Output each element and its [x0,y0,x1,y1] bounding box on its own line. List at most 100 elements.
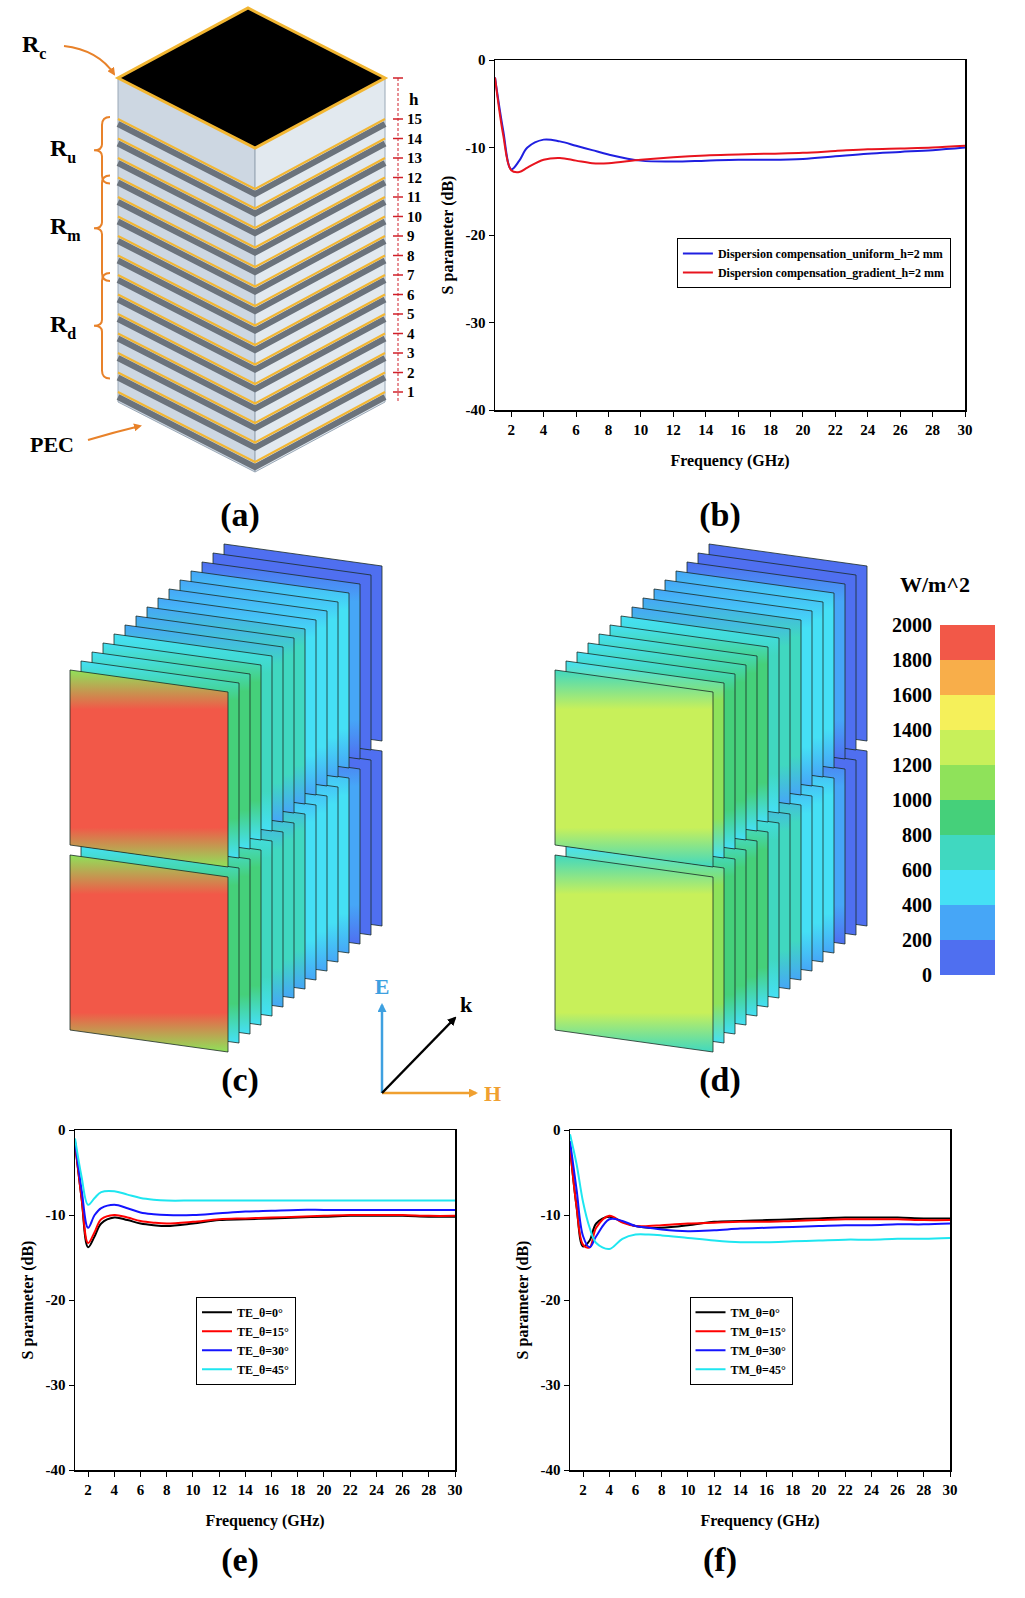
svg-text:28: 28 [925,422,940,438]
svg-text:-20: -20 [541,1292,561,1308]
svg-text:26: 26 [395,1482,411,1498]
svg-text:Rd: Rd [50,311,76,342]
svg-text:1400: 1400 [892,719,932,741]
svg-text:4: 4 [111,1482,119,1498]
svg-text:4: 4 [540,422,548,438]
svg-text:TE_θ=0°: TE_θ=0° [237,1306,283,1320]
svg-text:30: 30 [448,1482,463,1498]
svg-text:24: 24 [860,422,876,438]
svg-text:15: 15 [407,111,422,127]
svg-text:Dispersion compensation_gradie: Dispersion compensation_gradient_h=2 mm [718,266,944,280]
svg-text:5: 5 [407,306,415,322]
svg-text:Rm: Rm [50,213,81,244]
svg-text:Frequency (GHz): Frequency (GHz) [205,1512,324,1530]
svg-text:10: 10 [407,209,422,225]
svg-text:-30: -30 [466,315,486,331]
svg-text:-10: -10 [46,1207,66,1223]
svg-text:0: 0 [553,1122,561,1138]
svg-text:E: E [375,974,390,999]
svg-text:24: 24 [864,1482,880,1498]
svg-text:4: 4 [407,326,415,342]
svg-text:TE_θ=30°: TE_θ=30° [237,1344,289,1358]
svg-text:12: 12 [666,422,681,438]
svg-text:6: 6 [407,287,415,303]
svg-text:8: 8 [605,422,613,438]
svg-text:2: 2 [407,365,415,381]
svg-text:0: 0 [478,52,486,68]
svg-text:TM_θ=0°: TM_θ=0° [731,1306,780,1320]
svg-text:18: 18 [785,1482,800,1498]
svg-text:S parameter (dB): S parameter (dB) [439,176,457,295]
svg-text:22: 22 [343,1482,358,1498]
svg-text:14: 14 [698,422,714,438]
svg-text:-10: -10 [541,1207,561,1223]
svg-text:1600: 1600 [892,684,932,706]
svg-text:8: 8 [658,1482,666,1498]
svg-text:-30: -30 [46,1377,66,1393]
svg-text:0: 0 [922,964,932,986]
svg-text:-20: -20 [466,227,486,243]
svg-text:TM_θ=45°: TM_θ=45° [731,1363,786,1377]
svg-text:PEC: PEC [30,432,74,457]
svg-text:9: 9 [407,228,415,244]
svg-text:1000: 1000 [892,789,932,811]
svg-text:12: 12 [212,1482,227,1498]
svg-text:TM_θ=30°: TM_θ=30° [731,1344,786,1358]
svg-text:11: 11 [407,189,421,205]
svg-text:-10: -10 [466,140,486,156]
svg-text:W/m^2: W/m^2 [900,572,970,597]
svg-text:16: 16 [759,1482,775,1498]
svg-text:200: 200 [902,929,932,951]
svg-text:14: 14 [238,1482,254,1498]
svg-text:-40: -40 [541,1462,561,1478]
svg-text:26: 26 [893,422,909,438]
svg-text:6: 6 [632,1482,640,1498]
svg-text:6: 6 [137,1482,145,1498]
svg-text:k: k [460,992,473,1017]
svg-text:800: 800 [902,824,932,846]
svg-text:400: 400 [902,894,932,916]
svg-text:14: 14 [733,1482,749,1498]
svg-text:30: 30 [943,1482,958,1498]
svg-text:13: 13 [407,150,422,166]
svg-text:Frequency (GHz): Frequency (GHz) [700,1512,819,1530]
svg-text:12: 12 [707,1482,722,1498]
svg-text:16: 16 [731,422,747,438]
svg-text:8: 8 [163,1482,171,1498]
svg-text:-20: -20 [46,1292,66,1308]
svg-text:2: 2 [507,422,515,438]
svg-text:28: 28 [421,1482,436,1498]
svg-text:6: 6 [572,422,580,438]
svg-text:12: 12 [407,170,422,186]
svg-text:1: 1 [407,384,415,400]
svg-text:1800: 1800 [892,649,932,671]
svg-text:Dispersion compensation_unifor: Dispersion compensation_uniform_h=2 mm [718,247,943,261]
svg-text:Ru: Ru [50,135,76,166]
svg-text:16: 16 [264,1482,280,1498]
svg-text:24: 24 [369,1482,385,1498]
svg-text:28: 28 [916,1482,931,1498]
svg-text:14: 14 [407,131,423,147]
svg-text:H: H [484,1081,501,1106]
svg-text:Frequency (GHz): Frequency (GHz) [670,452,789,470]
svg-text:10: 10 [185,1482,200,1498]
svg-text:20: 20 [811,1482,826,1498]
svg-text:3: 3 [407,345,415,361]
svg-text:-30: -30 [541,1377,561,1393]
svg-text:1200: 1200 [892,754,932,776]
svg-text:20: 20 [795,422,810,438]
svg-text:2: 2 [84,1482,92,1498]
svg-text:18: 18 [763,422,778,438]
svg-text:-40: -40 [466,402,486,418]
svg-text:30: 30 [958,422,973,438]
svg-text:20: 20 [316,1482,331,1498]
svg-text:0: 0 [58,1122,66,1138]
svg-text:TE_θ=15°: TE_θ=15° [237,1325,289,1339]
svg-text:h: h [409,90,419,109]
svg-text:10: 10 [633,422,648,438]
svg-text:4: 4 [606,1482,614,1498]
svg-text:18: 18 [290,1482,305,1498]
svg-text:TM_θ=15°: TM_θ=15° [731,1325,786,1339]
svg-text:-40: -40 [46,1462,66,1478]
svg-text:7: 7 [407,267,415,283]
